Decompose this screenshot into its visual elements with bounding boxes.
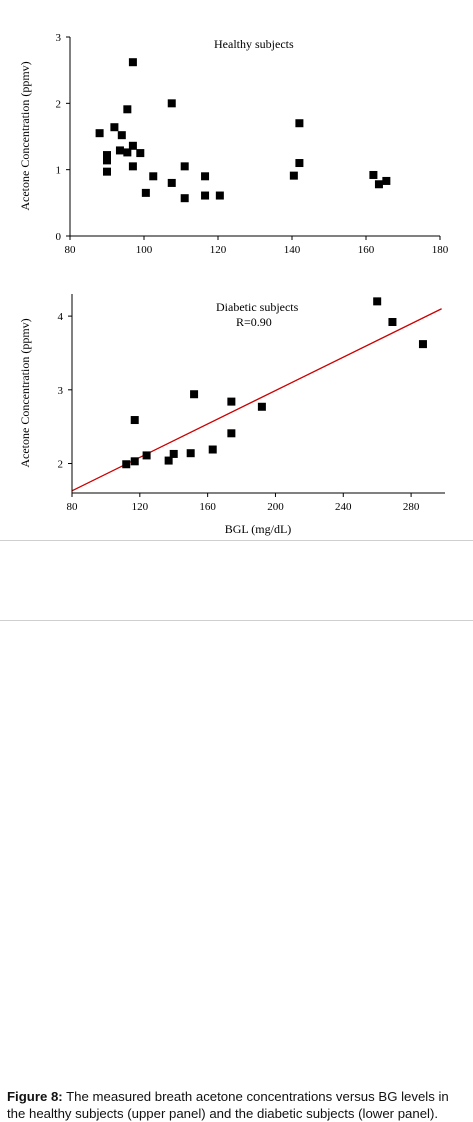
diabetic-y-tick-label: 4 <box>58 311 64 323</box>
figure-caption: Figure 8: The measured breath acetone co… <box>7 1088 467 1122</box>
healthy-x-tick-label: 120 <box>210 244 227 256</box>
diabetic-data-point <box>373 297 382 306</box>
healthy-x-tick-label: 180 <box>432 244 449 256</box>
healthy-data-point <box>103 167 111 176</box>
healthy-data-point <box>289 171 298 180</box>
healthy-x-tick-label: 140 <box>284 244 301 256</box>
healthy-annotation: Healthy subjects <box>214 37 294 51</box>
diabetic-data-point <box>169 449 178 458</box>
healthy-data-point <box>374 180 383 189</box>
diabetic-x-tick-label: 280 <box>403 501 420 513</box>
healthy-axis-ticks: 80 100 120 140 160 180 0 1 2 3 <box>56 32 449 256</box>
caption-label: Figure 8: <box>7 1089 63 1104</box>
healthy-data-point <box>180 162 189 171</box>
healthy-data-point <box>115 146 124 155</box>
healthy-data-point <box>128 58 137 67</box>
healthy-data-point <box>295 119 304 128</box>
healthy-y-axis-label: Acetone Concentration (ppmv) <box>18 61 32 210</box>
correlation-annotation: R=0.90 <box>236 315 272 329</box>
healthy-data-point <box>123 148 132 157</box>
caption-text: The measured breath acetone concentratio… <box>7 1089 449 1121</box>
healthy-data-point <box>180 194 189 203</box>
diabetic-annotation: Diabetic subjects <box>216 300 299 314</box>
healthy-data-point <box>295 159 304 168</box>
diabetic-y-axis-label: Acetone Concentration (ppmv) <box>18 318 32 467</box>
diabetic-y-tick-label: 2 <box>58 459 64 471</box>
diabetic-x-tick-label: 200 <box>267 501 284 513</box>
healthy-y-tick-label: 3 <box>56 32 62 44</box>
healthy-x-tick-label: 160 <box>358 244 375 256</box>
healthy-y-tick-label: 0 <box>56 231 62 243</box>
diabetic-data-point <box>164 456 173 465</box>
healthy-subjects-panel: 80 100 120 140 160 180 0 1 2 3 Healthy subjects A… <box>18 32 449 256</box>
diabetic-y-tick-label: 3 <box>58 385 64 397</box>
diabetic-data-point <box>208 445 217 454</box>
diabetic-data-point <box>130 457 139 466</box>
healthy-data-point <box>123 105 132 114</box>
healthy-data-points <box>95 58 391 203</box>
diabetic-x-tick-label: 240 <box>335 501 352 513</box>
diabetic-data-point <box>190 390 199 399</box>
diabetic-x-tick-label: 160 <box>199 501 216 513</box>
healthy-y-tick-label: 2 <box>56 98 62 110</box>
diabetic-data-point <box>388 318 397 327</box>
healthy-data-point <box>141 188 150 197</box>
healthy-x-tick-label: 80 <box>65 244 77 256</box>
healthy-data-point <box>149 172 158 181</box>
healthy-data-point <box>128 162 137 171</box>
healthy-data-point <box>167 178 176 187</box>
diabetic-data-points <box>122 297 427 469</box>
figure-canvas: 80 100 120 140 160 180 0 1 2 3 Healthy subjects A… <box>18 32 449 536</box>
diabetic-subjects-panel: 80 120 160 200 240 280 2 3 4 Diabetic subjects R… <box>18 294 445 536</box>
healthy-data-point <box>382 176 391 185</box>
diabetic-x-axis-label: BGL (mg/dL) <box>225 522 292 536</box>
healthy-x-tick-label: 100 <box>136 244 153 256</box>
diabetic-data-point <box>257 402 266 411</box>
healthy-data-point <box>201 172 210 181</box>
healthy-data-point <box>201 191 210 200</box>
diabetic-data-point <box>130 416 139 425</box>
healthy-data-point <box>103 156 111 165</box>
diabetic-x-tick-label: 80 <box>67 501 79 513</box>
diabetic-data-point <box>227 397 236 406</box>
healthy-data-point <box>215 191 224 200</box>
diabetic-data-point <box>122 460 131 469</box>
diabetic-data-point <box>418 340 427 349</box>
diabetic-data-point <box>186 449 195 458</box>
healthy-y-tick-label: 1 <box>56 165 62 177</box>
healthy-data-point <box>117 131 126 140</box>
healthy-data-point <box>136 149 145 158</box>
diabetic-x-tick-label: 120 <box>132 501 149 513</box>
healthy-data-point <box>128 141 137 150</box>
healthy-data-point <box>167 99 176 108</box>
healthy-data-point <box>95 129 104 138</box>
diabetic-axis-ticks: 80 120 160 200 240 280 2 3 4 <box>58 311 420 513</box>
caption-box: Figure 8: The measured breath acetone co… <box>0 540 473 1121</box>
healthy-data-point <box>103 151 111 160</box>
diabetic-data-point <box>227 429 236 438</box>
healthy-data-point <box>369 170 378 179</box>
diabetic-data-point <box>142 451 151 460</box>
healthy-data-point <box>110 123 119 132</box>
